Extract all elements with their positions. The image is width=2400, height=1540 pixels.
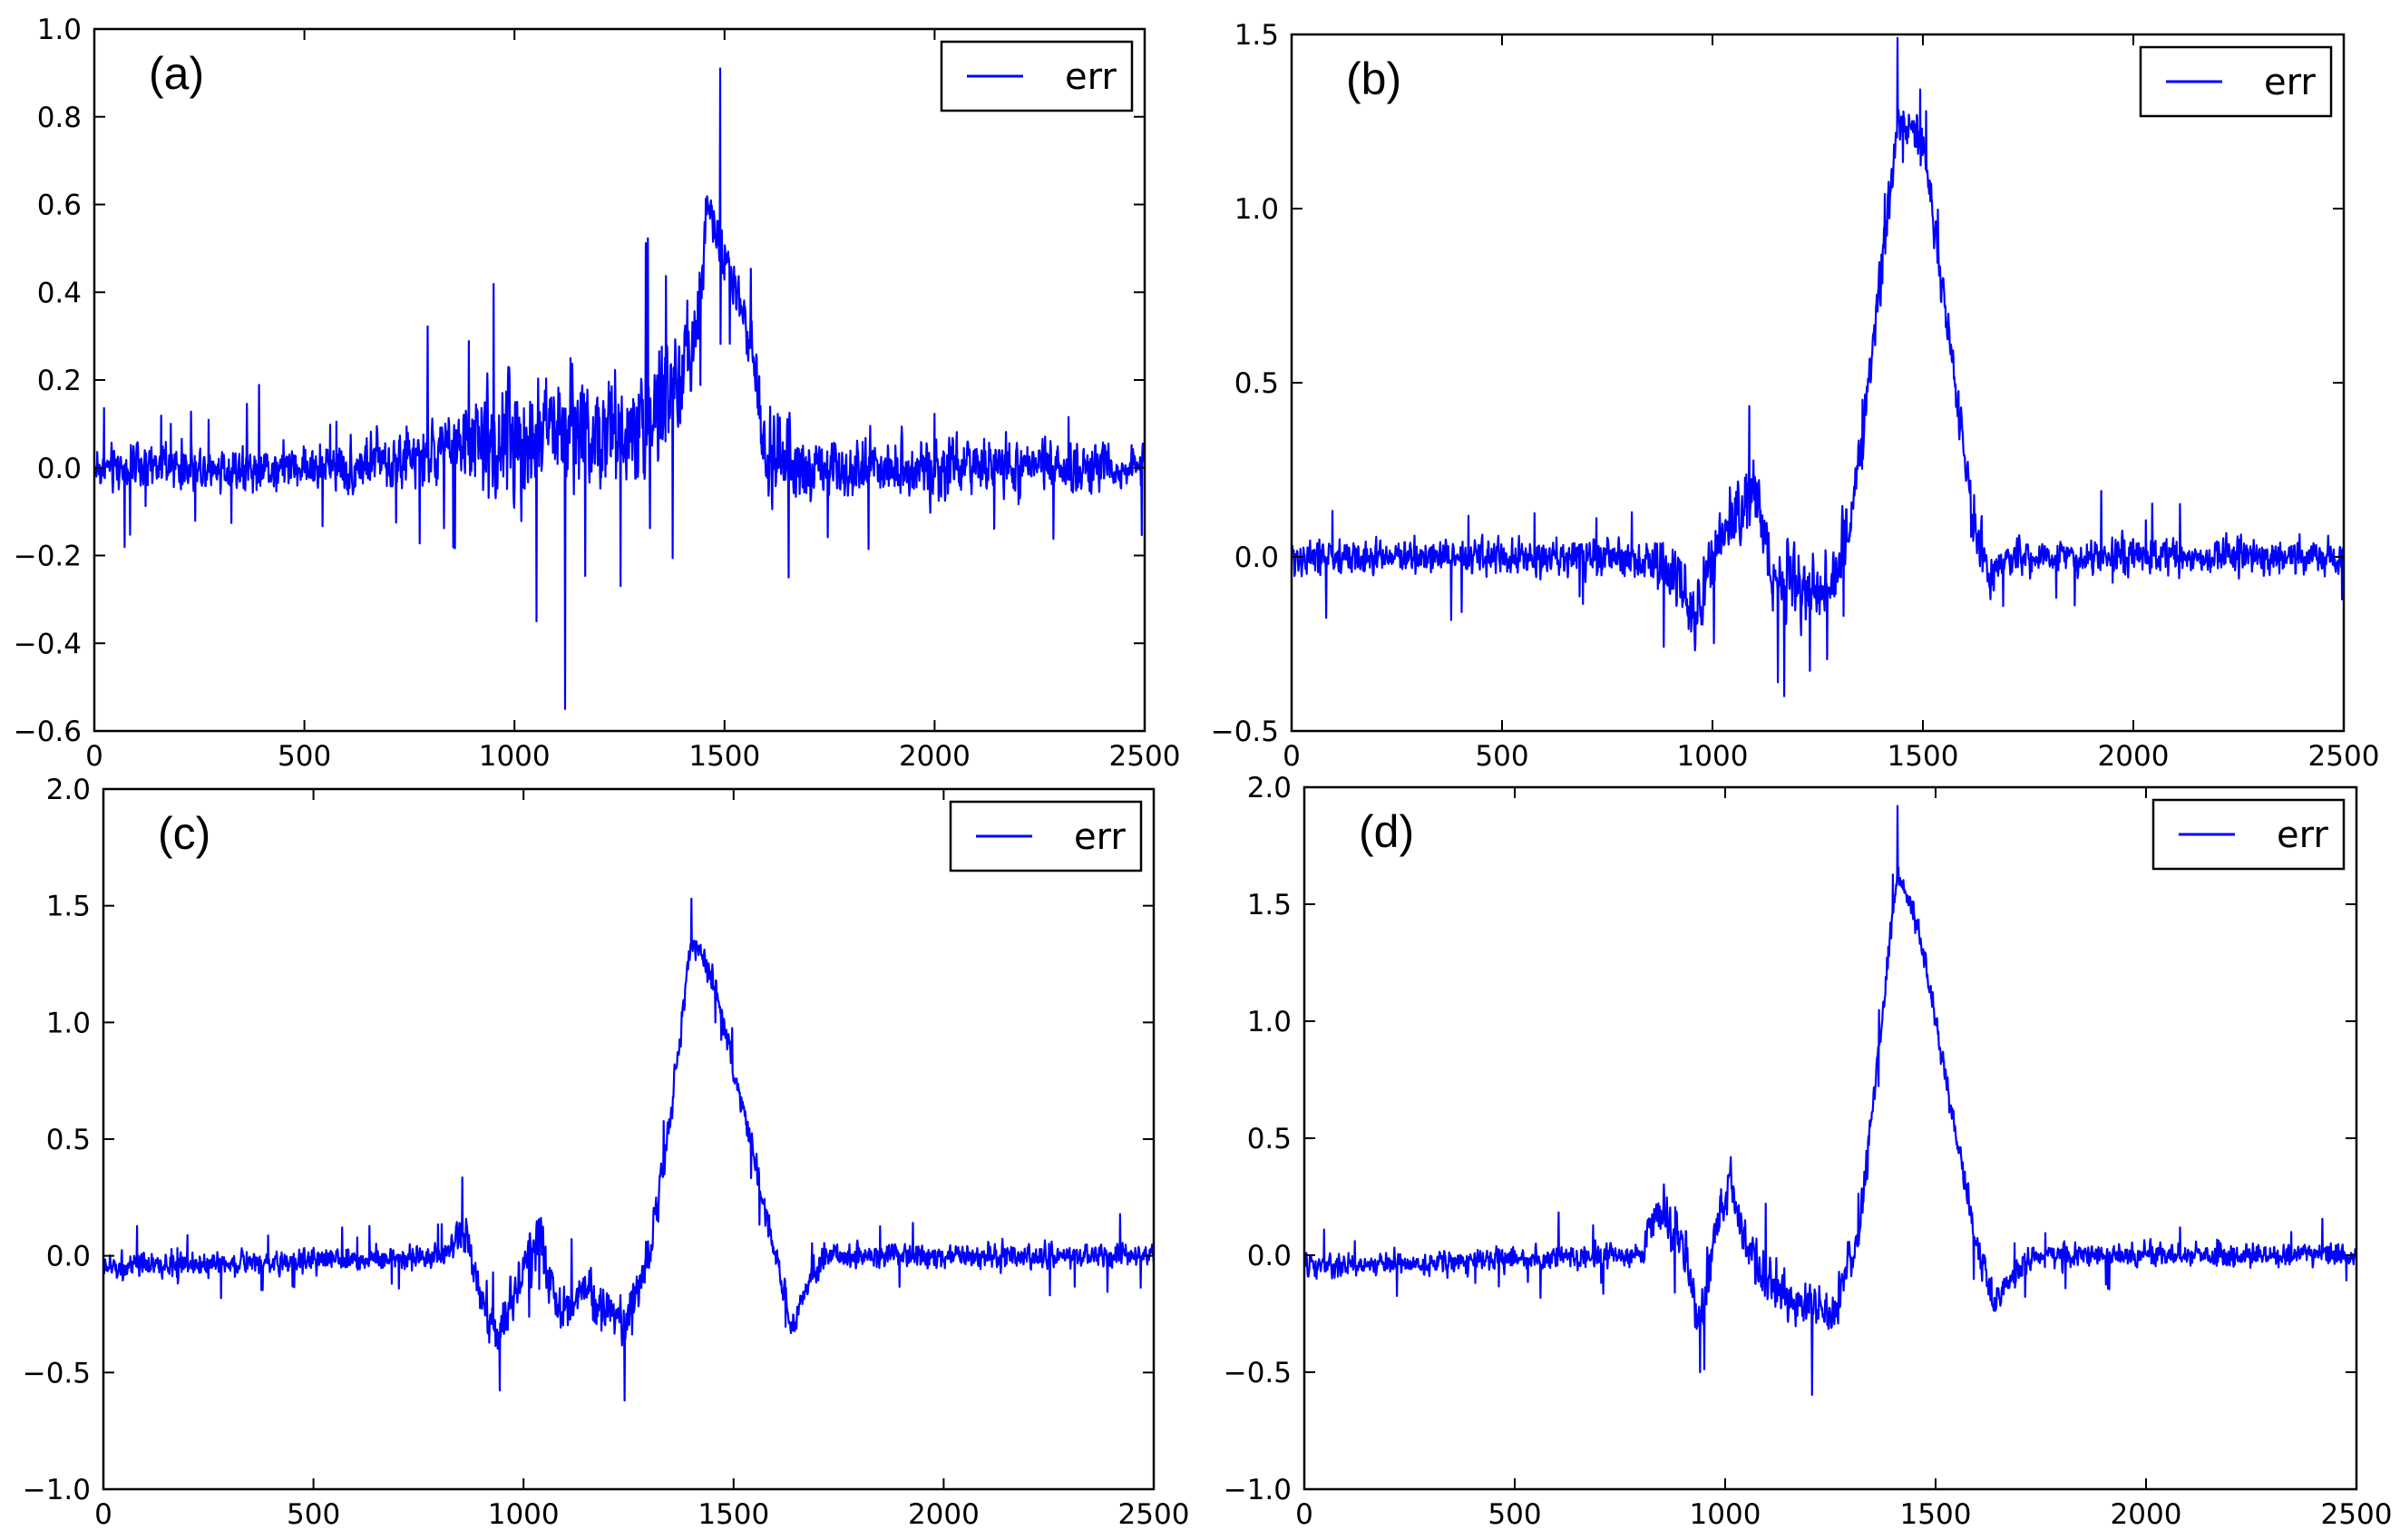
legend: err	[940, 40, 1134, 112]
y-tick-label: 1.5	[46, 891, 91, 923]
x-tick-label: 2000	[899, 740, 971, 773]
panel-b: 0 500 1000 1500 2000 2500 −0.5 0.0 0.5 1.0 1.5 (b) e…	[1211, 19, 2380, 773]
y-tick-label: 0.4	[37, 277, 82, 309]
x-tick-label: 0	[94, 1498, 112, 1531]
y-tick-label: 0.5	[1234, 367, 1279, 400]
x-tick-label: 1000	[488, 1498, 560, 1531]
y-tick-label: −0.5	[23, 1357, 91, 1389]
y-tick-label: 2.0	[1247, 772, 1292, 804]
x-tick-label: 500	[278, 740, 331, 773]
legend-label: err	[1074, 816, 1126, 858]
x-tick-label: 0	[1295, 1498, 1313, 1531]
legend: err	[2151, 798, 2346, 871]
series-line-err	[103, 897, 1154, 1402]
x-tick-label: 0	[1283, 740, 1301, 773]
y-tick-label: 0.0	[37, 453, 82, 485]
y-tick-label: 1.5	[1247, 889, 1292, 921]
x-tick-label: 1500	[698, 1498, 769, 1531]
x-tick-label: 1000	[479, 740, 551, 773]
legend-label: err	[1065, 56, 1117, 98]
axes-frame	[93, 27, 1146, 733]
legend-label: err	[2277, 814, 2328, 856]
y-tick-label: −1.0	[23, 1474, 91, 1506]
panel-a: 0 500 1000 1500 2000 2500 −0.6 −0.4 −0.2 0.0 0.2 0.…	[14, 14, 1181, 773]
x-tick-label: 500	[287, 1498, 340, 1531]
y-tick-label: 1.0	[1247, 1006, 1292, 1038]
series-line-err	[1292, 36, 2344, 697]
y-tick-label: 1.0	[1234, 193, 1279, 226]
x-tick-label: 2000	[2111, 1498, 2182, 1531]
x-tick-label: 1000	[1690, 1498, 1761, 1531]
x-tick-label: 2000	[908, 1498, 980, 1531]
x-tick-label: 2500	[1109, 740, 1181, 773]
y-tick-label: 0.0	[1247, 1240, 1292, 1272]
y-tick-label: 0.0	[46, 1241, 91, 1273]
axes-frame	[1290, 33, 2346, 733]
legend: err	[949, 800, 1143, 872]
y-tick-label: −0.5	[1224, 1357, 1292, 1389]
x-tick-label: 2000	[2098, 740, 2170, 773]
x-tick-label: 1000	[1677, 740, 1749, 773]
x-tick-label: 2500	[2321, 1498, 2393, 1531]
x-tick-label: 0	[85, 740, 103, 773]
y-tick-label: 1.5	[1234, 19, 1279, 52]
y-tick-label: −0.2	[14, 541, 82, 573]
axes-frame	[1302, 785, 2358, 1491]
y-tick-label: 0.6	[37, 190, 82, 222]
x-tick-label: 1500	[1888, 740, 1959, 773]
panel-label: (b)	[1346, 54, 1401, 104]
y-tick-label: −0.5	[1211, 716, 1279, 748]
legend-label: err	[2264, 62, 2316, 103]
y-tick-label: 0.5	[46, 1124, 91, 1156]
series-line-err	[94, 67, 1145, 710]
y-tick-label: 2.0	[46, 774, 91, 806]
x-tick-label: 500	[1475, 740, 1528, 773]
x-tick-label: 1500	[688, 740, 760, 773]
y-tick-label: 1.0	[46, 1007, 91, 1039]
panel-label: (c)	[158, 808, 210, 859]
x-tick-label: 2500	[1118, 1498, 1190, 1531]
y-tick-label: −0.4	[14, 628, 82, 660]
x-tick-label: 2500	[2308, 740, 2380, 773]
y-tick-label: 0.5	[1247, 1123, 1292, 1155]
panel-c: 0 500 1000 1500 2000 2500 −1.0 −0.5 0.0 0.5 1.0 1.5…	[23, 774, 1190, 1531]
y-tick-label: 0.8	[37, 102, 82, 134]
panel-label: (a)	[149, 48, 204, 99]
y-tick-label: 1.0	[37, 14, 82, 46]
axes-frame	[102, 787, 1156, 1491]
panel-d: 0 500 1000 1500 2000 2500 −1.0 −0.5 0.0 0.5 1.0 1.5…	[1224, 772, 2393, 1531]
x-tick-label: 500	[1488, 1498, 1541, 1531]
y-tick-label: −0.6	[14, 716, 82, 748]
legend: err	[2139, 45, 2333, 118]
series-line-err	[1304, 804, 2356, 1397]
y-tick-label: −1.0	[1224, 1474, 1292, 1506]
y-tick-label: 0.2	[37, 365, 82, 397]
panel-label: (d)	[1359, 806, 1414, 857]
y-tick-label: 0.0	[1234, 541, 1279, 574]
x-tick-label: 1500	[1900, 1498, 1972, 1531]
